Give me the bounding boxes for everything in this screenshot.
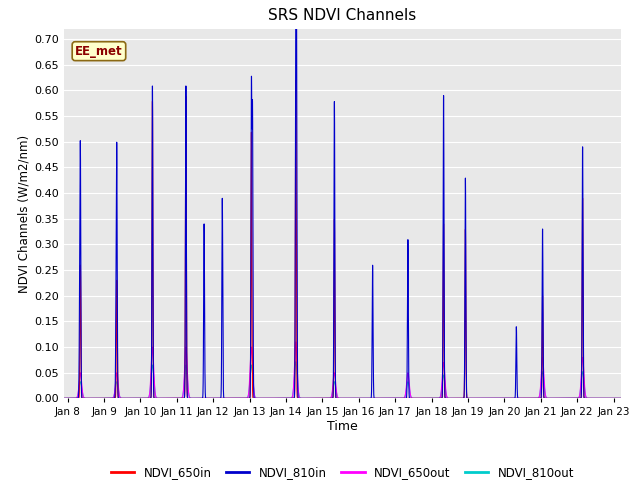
Y-axis label: NDVI Channels (W/m2/nm): NDVI Channels (W/m2/nm) — [17, 134, 30, 293]
Legend: NDVI_650in, NDVI_810in, NDVI_650out, NDVI_810out: NDVI_650in, NDVI_810in, NDVI_650out, NDV… — [106, 462, 579, 480]
Text: EE_met: EE_met — [75, 45, 123, 58]
X-axis label: Time: Time — [327, 420, 358, 433]
Title: SRS NDVI Channels: SRS NDVI Channels — [268, 9, 417, 24]
